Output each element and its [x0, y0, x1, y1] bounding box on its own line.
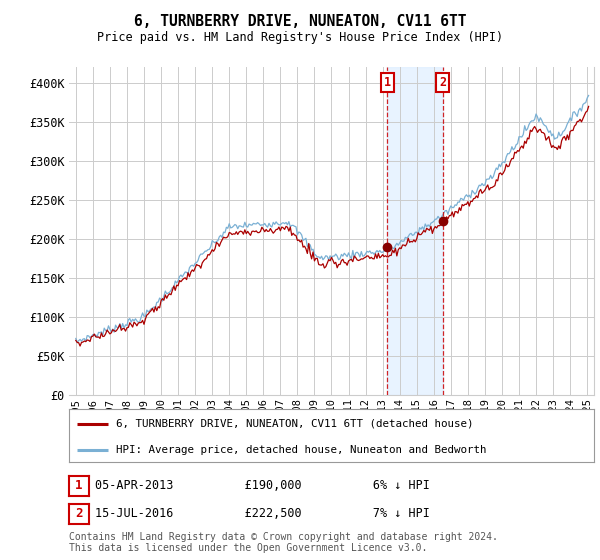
Text: HPI: Average price, detached house, Nuneaton and Bedworth: HPI: Average price, detached house, Nune…	[116, 445, 487, 455]
Text: 15-JUL-2016          £222,500          7% ↓ HPI: 15-JUL-2016 £222,500 7% ↓ HPI	[95, 507, 430, 520]
Text: 05-APR-2013          £190,000          6% ↓ HPI: 05-APR-2013 £190,000 6% ↓ HPI	[95, 479, 430, 492]
Bar	[387, 67, 443, 395]
Text: 2: 2	[439, 76, 446, 89]
Text: Contains HM Land Registry data © Crown copyright and database right 2024.
This d: Contains HM Land Registry data © Crown c…	[69, 531, 498, 553]
Text: 6, TURNBERRY DRIVE, NUNEATON, CV11 6TT (detached house): 6, TURNBERRY DRIVE, NUNEATON, CV11 6TT (…	[116, 419, 474, 429]
Text: 1: 1	[383, 76, 391, 89]
Text: Price paid vs. HM Land Registry's House Price Index (HPI): Price paid vs. HM Land Registry's House …	[97, 31, 503, 44]
Text: 1: 1	[75, 479, 83, 492]
Text: 2: 2	[75, 507, 83, 520]
Text: 6, TURNBERRY DRIVE, NUNEATON, CV11 6TT: 6, TURNBERRY DRIVE, NUNEATON, CV11 6TT	[134, 14, 466, 29]
